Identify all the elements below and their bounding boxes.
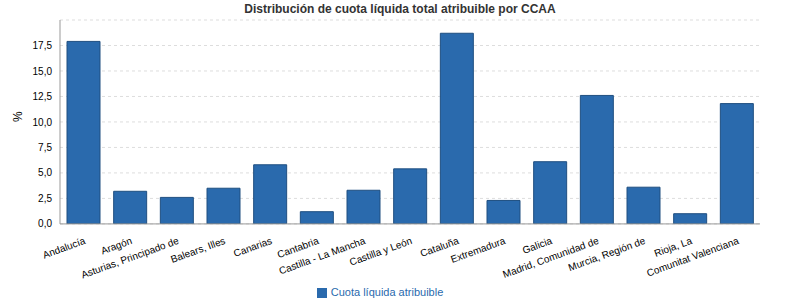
svg-text:17,5: 17,5 <box>33 40 53 51</box>
svg-text:Aragón: Aragón <box>99 235 134 257</box>
svg-text:Comunitat Valenciana: Comunitat Valenciana <box>645 235 740 279</box>
svg-text:Asturias, Principado de: Asturias, Principado de <box>80 235 181 281</box>
svg-text:15,0: 15,0 <box>33 66 53 77</box>
html-text:Cuota líquida atribuible: Cuota líquida atribuible <box>330 285 444 298</box>
svg-text:Castilla y León: Castilla y León <box>348 235 413 268</box>
svg-text:Balears, Illes: Balears, Illes <box>169 235 227 265</box>
svg-text:5,0: 5,0 <box>38 167 52 178</box>
svg-text:Cataluña: Cataluña <box>418 235 461 259</box>
svg-text:Castilla - La Mancha: Castilla - La Mancha <box>277 235 367 277</box>
svg-text:2,5: 2,5 <box>38 193 52 204</box>
svg-text:Murcia, Región de: Murcia, Región de <box>567 235 647 273</box>
svg-text:12,5: 12,5 <box>33 91 53 102</box>
svg-text:Galicia: Galicia <box>520 235 554 256</box>
svg-text:Andalucía: Andalucía <box>41 235 87 261</box>
svg-text:7,5: 7,5 <box>38 142 52 153</box>
svg-text:%: % <box>11 111 25 122</box>
svg-text:Cantabria: Cantabria <box>275 235 321 261</box>
svg-text:10,0: 10,0 <box>33 117 53 128</box>
svg-text:Canarias: Canarias <box>232 235 273 259</box>
html-text:Distribución de cuota líquida: Distribución de cuota líquida total atri… <box>244 2 556 16</box>
svg-text:Madrid, Comunidad de: Madrid, Comunidad de <box>501 235 601 280</box>
svg-text:Rioja, La: Rioja, La <box>652 235 694 259</box>
svg-text:0,0: 0,0 <box>38 218 52 229</box>
svg-text:Extremadura: Extremadura <box>449 235 507 265</box>
